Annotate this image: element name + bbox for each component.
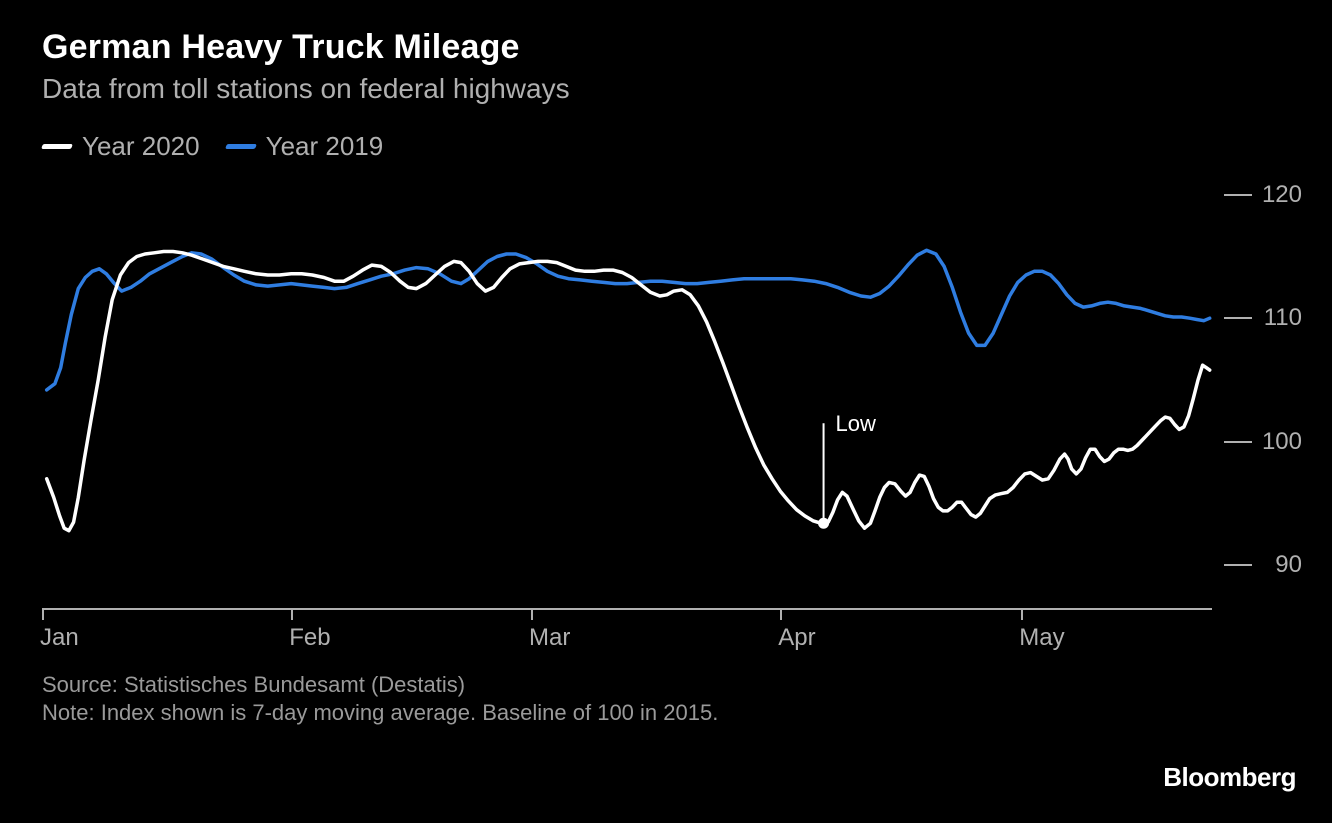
x-tick-label: Feb [289, 624, 330, 650]
legend-label-2019: Year 2019 [266, 131, 384, 162]
y-tick-label: 120 [1262, 181, 1302, 209]
y-tick-mark [1224, 194, 1252, 196]
annotation-dot [818, 518, 829, 529]
note-text: Index shown is 7-day moving average. Bas… [101, 700, 719, 725]
x-axis-line [42, 608, 1212, 610]
x-tick-label: Mar [529, 624, 570, 650]
x-tick-mark [291, 608, 293, 620]
plot-svg: Low [42, 170, 1302, 650]
y-tick-mark [1224, 317, 1252, 319]
chart-title: German Heavy Truck Mileage [42, 28, 1296, 67]
y-tick-mark [1224, 441, 1252, 443]
x-tick-mark [780, 608, 782, 620]
plot-area: Low 90100110120JanFebMarAprMay [42, 170, 1296, 650]
legend-label-2020: Year 2020 [82, 131, 200, 162]
line-year2020 [47, 252, 1210, 531]
x-tick-label: May [1019, 624, 1064, 650]
y-tick-label: 100 [1262, 428, 1302, 456]
legend-swatch-2020 [41, 144, 73, 149]
legend: Year 2020 Year 2019 [42, 131, 1296, 162]
x-tick-label: Apr [778, 624, 815, 650]
x-tick-mark [42, 608, 44, 620]
annotation-label: Low [836, 411, 876, 436]
y-tick-label: 90 [1275, 551, 1302, 579]
note-line: Note: Index shown is 7-day moving averag… [42, 700, 1296, 726]
source-line: Source: Statistisches Bundesamt (Destati… [42, 672, 1296, 698]
x-tick-mark [1021, 608, 1023, 620]
source-text: Statistisches Bundesamt (Destatis) [124, 672, 465, 697]
note-prefix: Note: [42, 700, 101, 725]
source-prefix: Source: [42, 672, 124, 697]
y-tick-label: 110 [1264, 304, 1302, 332]
legend-item-2020: Year 2020 [42, 131, 200, 162]
footer: Source: Statistisches Bundesamt (Destati… [42, 672, 1296, 726]
y-tick-mark [1224, 564, 1252, 566]
x-tick-label: Jan [40, 624, 79, 650]
chart-subtitle: Data from toll stations on federal highw… [42, 73, 1296, 105]
x-tick-mark [531, 608, 533, 620]
chart-container: German Heavy Truck Mileage Data from tol… [0, 0, 1332, 823]
line-year2019 [47, 250, 1210, 390]
legend-item-2019: Year 2019 [226, 131, 384, 162]
brand-logo: Bloomberg [1163, 762, 1296, 793]
legend-swatch-2019 [225, 144, 257, 149]
